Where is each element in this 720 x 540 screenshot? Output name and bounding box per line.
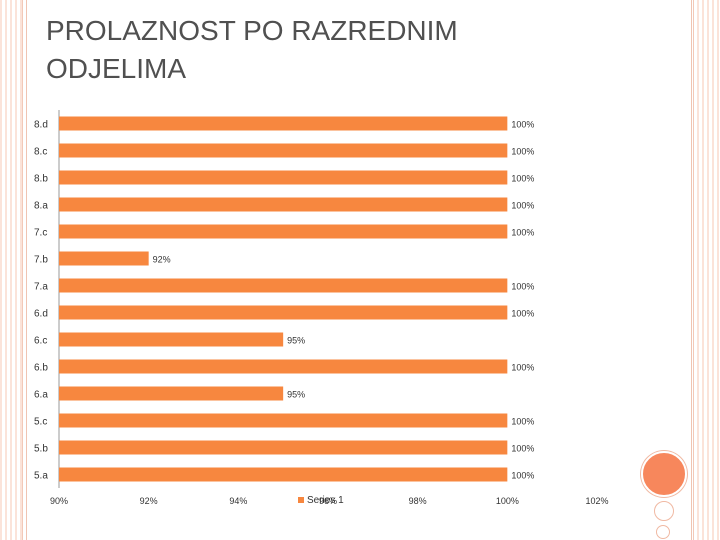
slide-title-line-1: PROLAZNOST PO RAZREDNIM <box>46 15 458 46</box>
bar-8-b <box>59 170 508 185</box>
category-label-5-a: 5.a <box>34 471 48 482</box>
category-label-6-c: 6.c <box>34 336 47 347</box>
decorative-circle-small <box>656 525 670 539</box>
right-decorative-stripe <box>693 0 720 540</box>
chart-legend: Series 1 <box>298 493 344 507</box>
slide-frame <box>26 0 692 540</box>
category-label-8-c: 8.c <box>34 147 47 158</box>
bar-7-c <box>59 224 508 239</box>
category-label-8-a: 8.a <box>34 201 48 212</box>
legend-label-series-1: Series 1 <box>307 494 344 506</box>
slide-title-line-2: ODJELIMA <box>46 53 187 84</box>
bar-6-b <box>59 359 508 374</box>
category-label-8-b: 8.b <box>34 174 48 185</box>
category-label-6-b: 6.b <box>34 363 48 374</box>
bar-6-a <box>59 386 284 401</box>
data-label-6-d: 100% <box>511 309 534 319</box>
decorative-circle-large <box>641 451 687 497</box>
bar-8-c <box>59 143 508 158</box>
category-label-7-a: 7.a <box>34 282 48 293</box>
category-label-6-a: 6.a <box>34 390 48 401</box>
x-tick-label-92: 92% <box>140 496 158 506</box>
x-tick-label-102: 102% <box>585 496 608 506</box>
x-tick-label-94: 94% <box>229 496 247 506</box>
bar-8-d <box>59 116 508 131</box>
bar-7-b <box>59 251 149 266</box>
category-label-6-d: 6.d <box>34 309 48 320</box>
bar-5-b <box>59 440 508 455</box>
x-tick-label-98: 98% <box>409 496 427 506</box>
decorative-circle-medium <box>654 501 674 521</box>
data-label-5-b: 100% <box>511 444 534 454</box>
bar-5-a <box>59 467 508 482</box>
x-tick-label-96: 96% <box>319 496 337 506</box>
data-label-7-a: 100% <box>511 282 534 292</box>
data-label-7-b: 92% <box>153 255 171 265</box>
bar-6-d <box>59 305 508 320</box>
legend-swatch-series-1 <box>298 497 304 503</box>
category-label-8-d: 8.d <box>34 120 48 131</box>
category-label-5-c: 5.c <box>34 417 47 428</box>
data-label-5-a: 100% <box>511 471 534 481</box>
data-label-8-d: 100% <box>511 120 534 130</box>
x-tick-label-90: 90% <box>50 496 68 506</box>
data-label-6-b: 100% <box>511 363 534 373</box>
data-label-5-c: 100% <box>511 417 534 427</box>
x-tick-label-100: 100% <box>496 496 519 506</box>
data-label-6-c: 95% <box>287 336 305 346</box>
category-label-7-b: 7.b <box>34 255 48 266</box>
bar-8-a <box>59 197 508 212</box>
data-label-8-c: 100% <box>511 147 534 157</box>
data-label-8-a: 100% <box>511 201 534 211</box>
bar-7-a <box>59 278 508 293</box>
left-decorative-stripe <box>0 0 23 540</box>
category-label-7-c: 7.c <box>34 228 47 239</box>
data-label-8-b: 100% <box>511 174 534 184</box>
bar-6-c <box>59 332 284 347</box>
bar-5-c <box>59 413 508 428</box>
category-label-5-b: 5.b <box>34 444 48 455</box>
slide-title: PROLAZNOST PO RAZREDNIM ODJELIMA <box>46 12 546 88</box>
data-label-6-a: 95% <box>287 390 305 400</box>
data-label-7-c: 100% <box>511 228 534 238</box>
